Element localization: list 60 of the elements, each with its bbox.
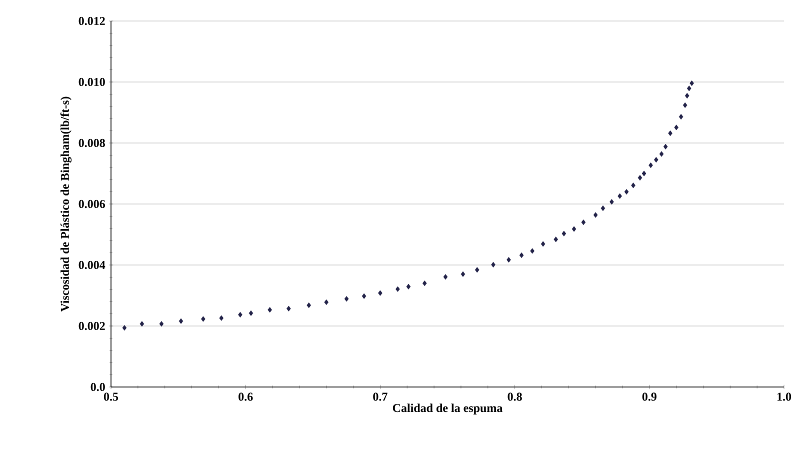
point [324,299,329,305]
point [178,318,184,324]
point [562,230,566,236]
point [378,290,382,296]
point [638,174,642,181]
point [422,280,427,286]
y-tick-label: 0.008 [78,138,105,148]
point [554,236,558,242]
point [248,310,254,316]
point [122,325,127,331]
point [686,86,692,92]
point [572,226,576,232]
point [624,189,629,195]
point [306,302,312,308]
point [396,286,400,292]
point [474,267,480,273]
point [618,193,622,199]
point [268,307,272,313]
x-tick-label: 0.7 [373,392,388,401]
x-tick-label: 1.0 [777,392,792,401]
point [519,252,524,258]
point [219,315,224,321]
point [140,321,144,327]
point [654,156,658,163]
x-axis-title: Calidad de la espuma [392,404,502,415]
point [682,102,688,108]
y-tick-label: 0.004 [78,260,106,270]
point [159,321,164,327]
point [593,212,598,218]
y-tick-label: 0.0 [90,382,105,392]
y-tick-label: 0.006 [78,200,106,208]
point [581,220,586,226]
point [491,262,496,268]
point [460,271,466,277]
point [530,248,534,254]
y-tick-label: 0.002 [78,322,105,330]
point [600,205,606,212]
y-tick-label: 0.012 [78,16,105,26]
point [610,199,614,205]
y-axis-title: Viscosidad de Plástico de Bingham(lb/ft-s) [60,96,72,312]
point [642,170,646,176]
y-tick-label: 0.010 [78,78,105,86]
point [362,293,366,299]
point [443,274,448,280]
point [286,306,291,312]
point [663,144,668,150]
x-tick-label: 0.6 [238,392,253,401]
x-tick-label: 0.8 [508,392,522,401]
x-tick-label: 0.5 [104,392,118,401]
point [678,114,684,120]
point [631,182,636,188]
point [540,241,546,247]
point [506,257,511,263]
point [406,284,411,290]
point [659,151,664,157]
point [201,316,206,322]
point [674,124,678,130]
x-tick-label: 0.9 [642,392,656,401]
point [684,92,690,99]
point [344,296,349,302]
